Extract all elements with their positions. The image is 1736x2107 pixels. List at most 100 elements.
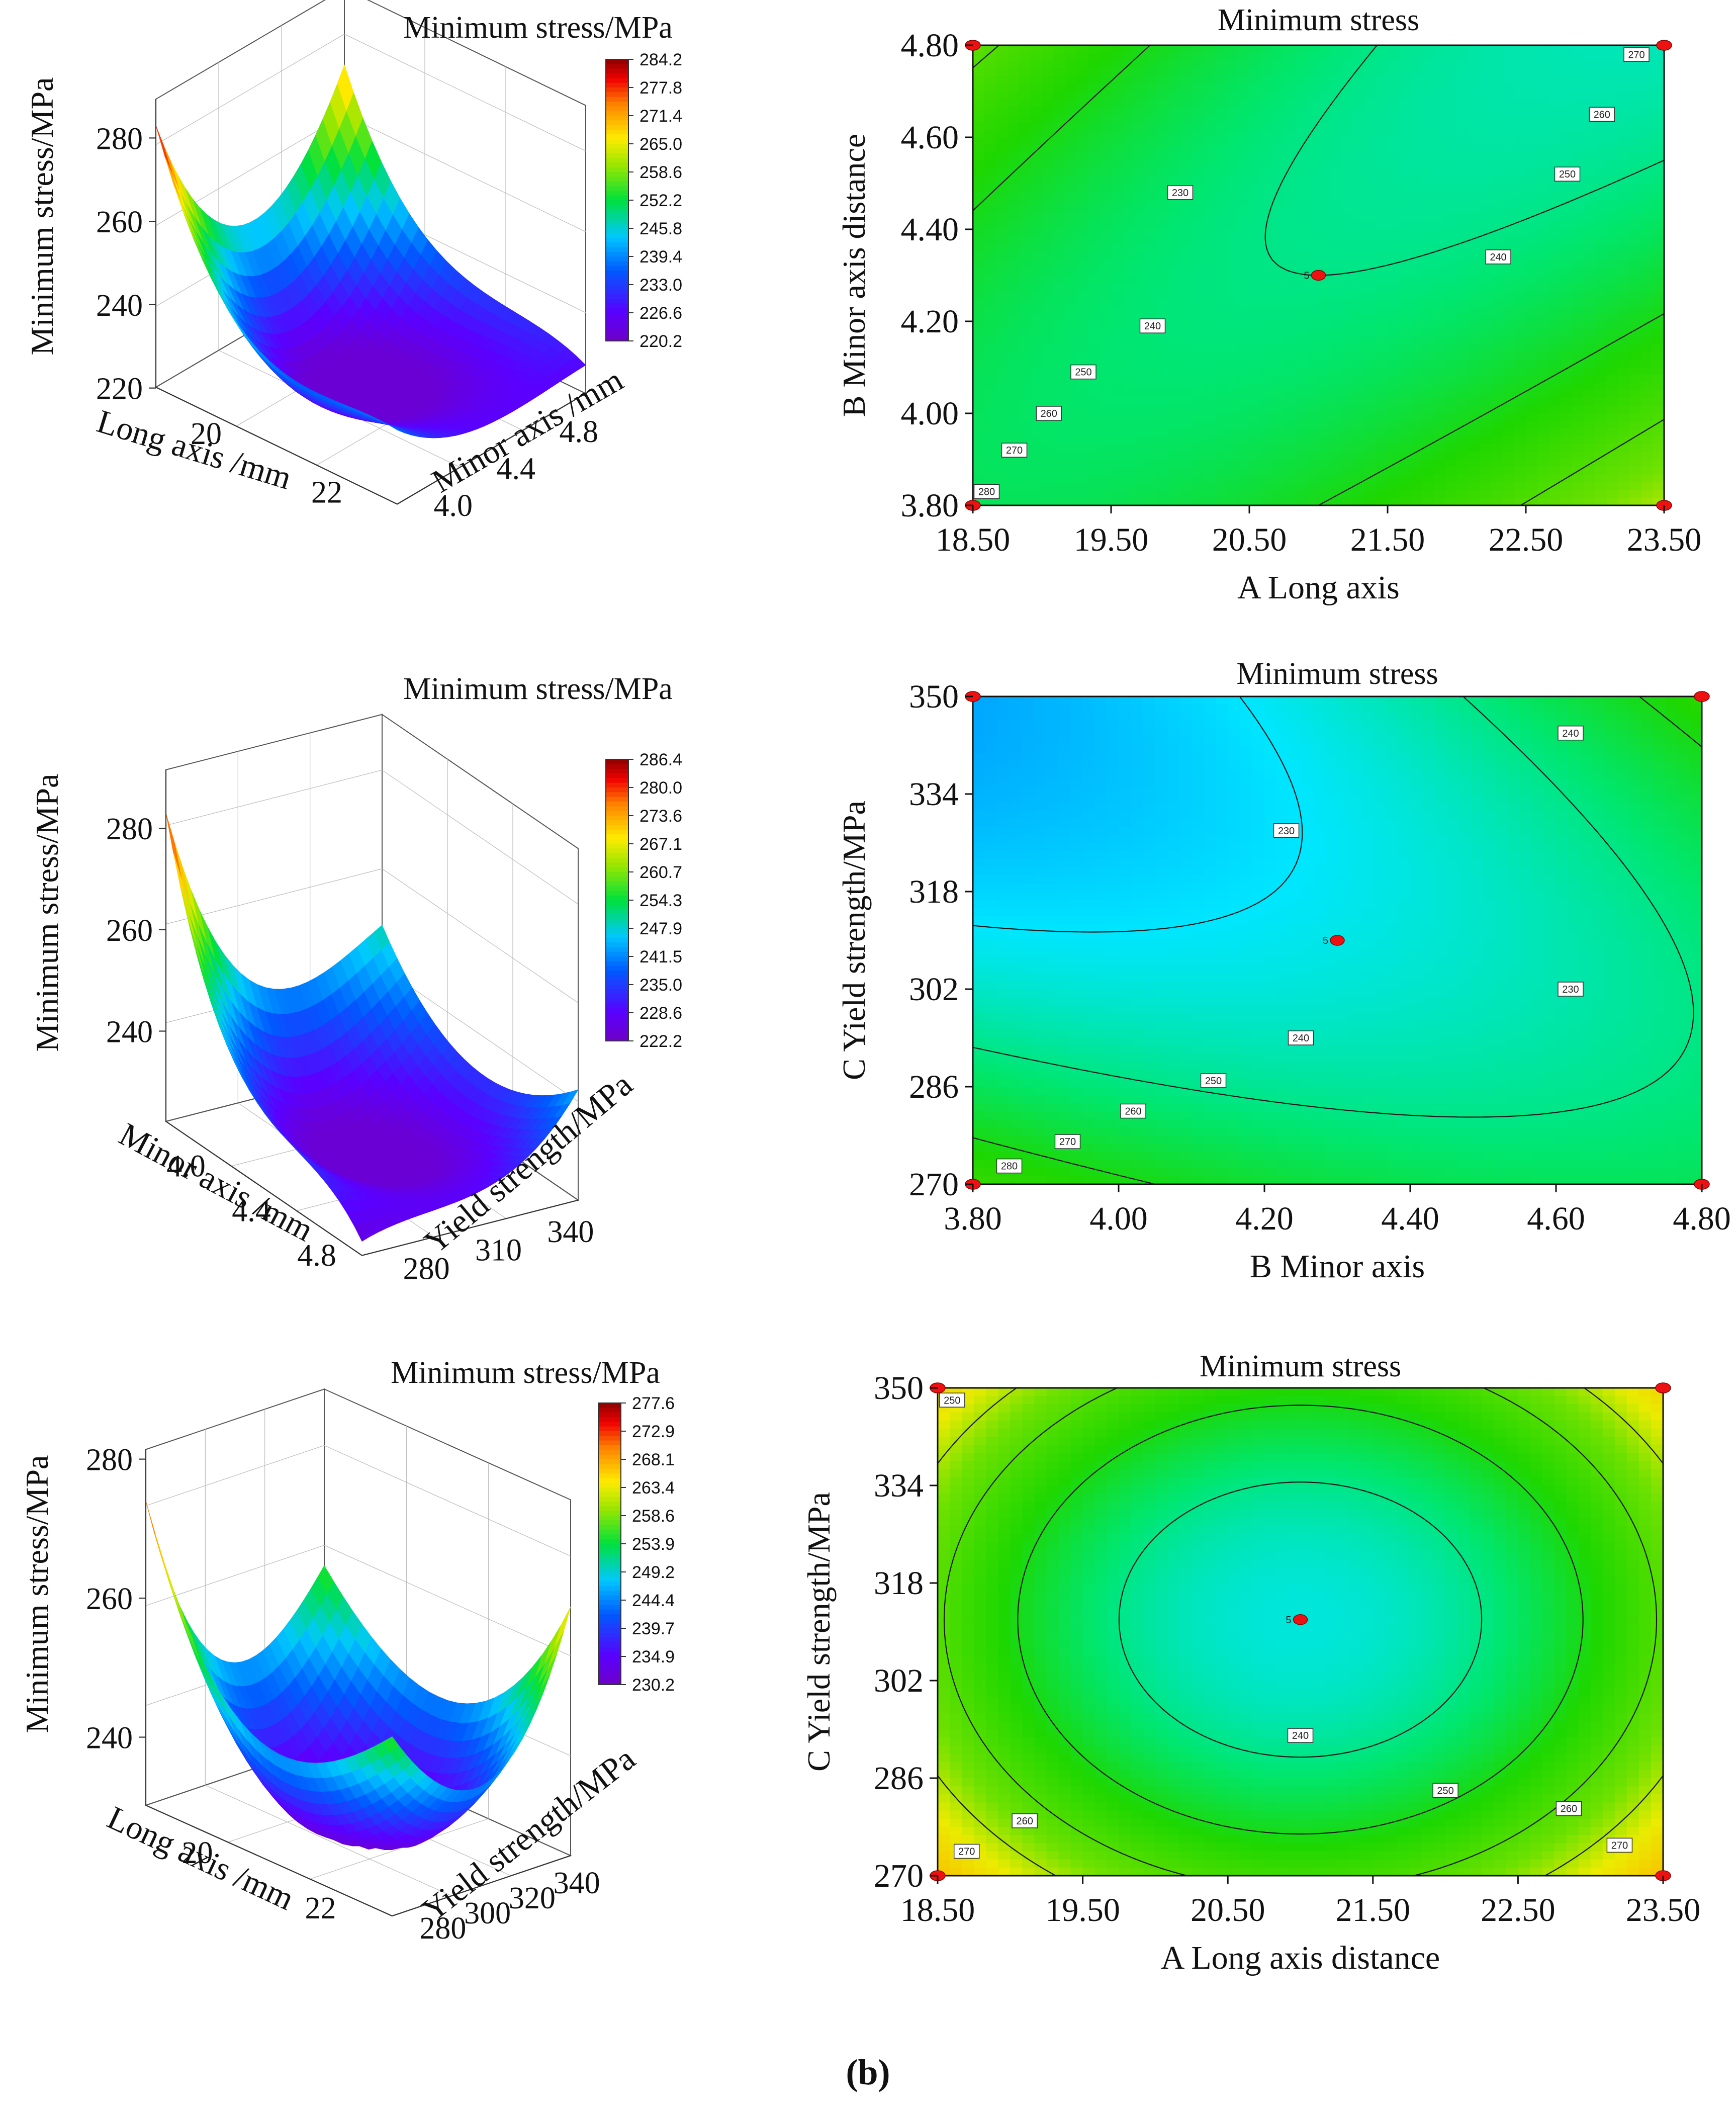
heatmap-cell [1364,475,1377,483]
heatmap-cell [1641,83,1653,92]
heatmap-cell [1226,122,1238,130]
heatmap-cell [1168,91,1181,100]
heatmap-cell [1399,482,1411,491]
heatmap-cell [1053,482,1066,491]
heatmap-cell [1526,275,1538,284]
heatmap-cell [1583,45,1596,54]
heatmap-cell [1100,206,1112,215]
heatmap-cell [1572,129,1584,138]
heatmap-cell [1122,237,1135,245]
heatmap-cell [1042,490,1054,498]
heatmap-cell [1503,367,1515,376]
heatmap-cell [1560,490,1573,498]
heatmap-cell [1122,390,1135,399]
heatmap-cell [1295,107,1308,115]
heatmap-cell [1215,383,1227,391]
heatmap-cell [1572,114,1584,123]
heatmap-cell [1157,398,1169,406]
heatmap-cell [1422,260,1434,269]
heatmap-cell [1295,60,1308,69]
heatmap-cell [1238,421,1250,429]
heatmap-cell [1341,375,1354,383]
heatmap-cell [1376,252,1388,260]
heatmap-cell [1318,244,1331,253]
heatmap-cell [1388,183,1400,192]
heatmap-cell [1410,452,1423,460]
heatmap-cell [1526,260,1538,269]
heatmap-cell [1042,352,1054,361]
heatmap-cell [1388,145,1400,153]
heatmap-cell [1042,329,1054,337]
heatmap-cell [1606,436,1619,445]
heatmap-cell [1180,122,1193,130]
heatmap-cell [1548,444,1561,453]
heatmap-cell [1353,45,1365,54]
heatmap-cell [1410,298,1423,307]
heatmap-cell [1399,383,1411,391]
heatmap-cell [1088,152,1100,161]
heatmap-cell [1606,68,1619,76]
heatmap-cell [973,428,985,437]
colorbar-band [606,191,628,196]
heatmap-cell [1572,76,1584,84]
heatmap-cell [1180,452,1193,460]
heatmap-cell [1330,497,1342,506]
heatmap-cell [1376,475,1388,483]
heatmap-cell [1180,405,1193,414]
heatmap-cell [1238,444,1250,453]
heatmap-cell [1030,76,1043,84]
heatmap-cell [1215,268,1227,276]
heatmap-cell [1318,53,1331,61]
heatmap-cell [1260,375,1273,383]
heatmap-cell [1433,383,1446,391]
heatmap-cell [1215,168,1227,177]
heatmap-cell [1491,76,1503,84]
heatmap-cell [1226,352,1238,361]
heatmap-cell [1111,183,1123,192]
heatmap-cell [995,352,1008,361]
heatmap-cell [1318,421,1331,429]
heatmap-cell [1100,321,1112,330]
heatmap-cell [1042,160,1054,168]
heatmap-cell [1284,336,1296,345]
heatmap-cell [1330,168,1342,177]
heatmap-cell [995,367,1008,376]
heatmap-cell [1572,428,1584,437]
heatmap-cell [1088,60,1100,69]
heatmap-cell [1537,68,1549,76]
heatmap-cell [1272,444,1285,453]
heatmap-cell [1168,352,1181,361]
heatmap-cell [1388,129,1400,138]
heatmap-cell [1307,107,1319,115]
heatmap-cell [1653,206,1665,215]
heatmap-cell [1295,76,1308,84]
heatmap-cell [1168,229,1181,238]
design-point [1656,40,1672,51]
heatmap-cell [1618,199,1630,207]
heatmap-cell [1215,152,1227,161]
heatmap-cell [1088,459,1100,468]
heatmap-cell [1364,497,1377,506]
heatmap-cell [1560,398,1573,406]
heatmap-cell [1503,168,1515,177]
heatmap-cell [1030,60,1043,69]
heatmap-cell [1595,275,1607,284]
heatmap-cell [1653,221,1665,230]
heatmap-cell [1007,336,1020,345]
heatmap-cell [1514,413,1526,422]
heatmap-cell [1192,122,1204,130]
heatmap-cell [1641,76,1653,84]
heatmap-cell [1433,152,1446,161]
heatmap-cell [1548,145,1561,153]
heatmap-cell [1111,45,1123,54]
heatmap-cell [1422,160,1434,168]
heatmap-cell [1111,291,1123,299]
heatmap-cell [1100,91,1112,100]
colorbar-label: 239.4 [639,247,682,267]
heatmap-cell [1629,199,1641,207]
heatmap-cell [1215,336,1227,345]
heatmap-cell [1503,76,1515,84]
colorbar: 284.2277.8271.4265.0258.6252.2245.8239.4… [605,50,682,351]
heatmap-cell [1076,214,1088,222]
heatmap-cell [1491,291,1503,299]
